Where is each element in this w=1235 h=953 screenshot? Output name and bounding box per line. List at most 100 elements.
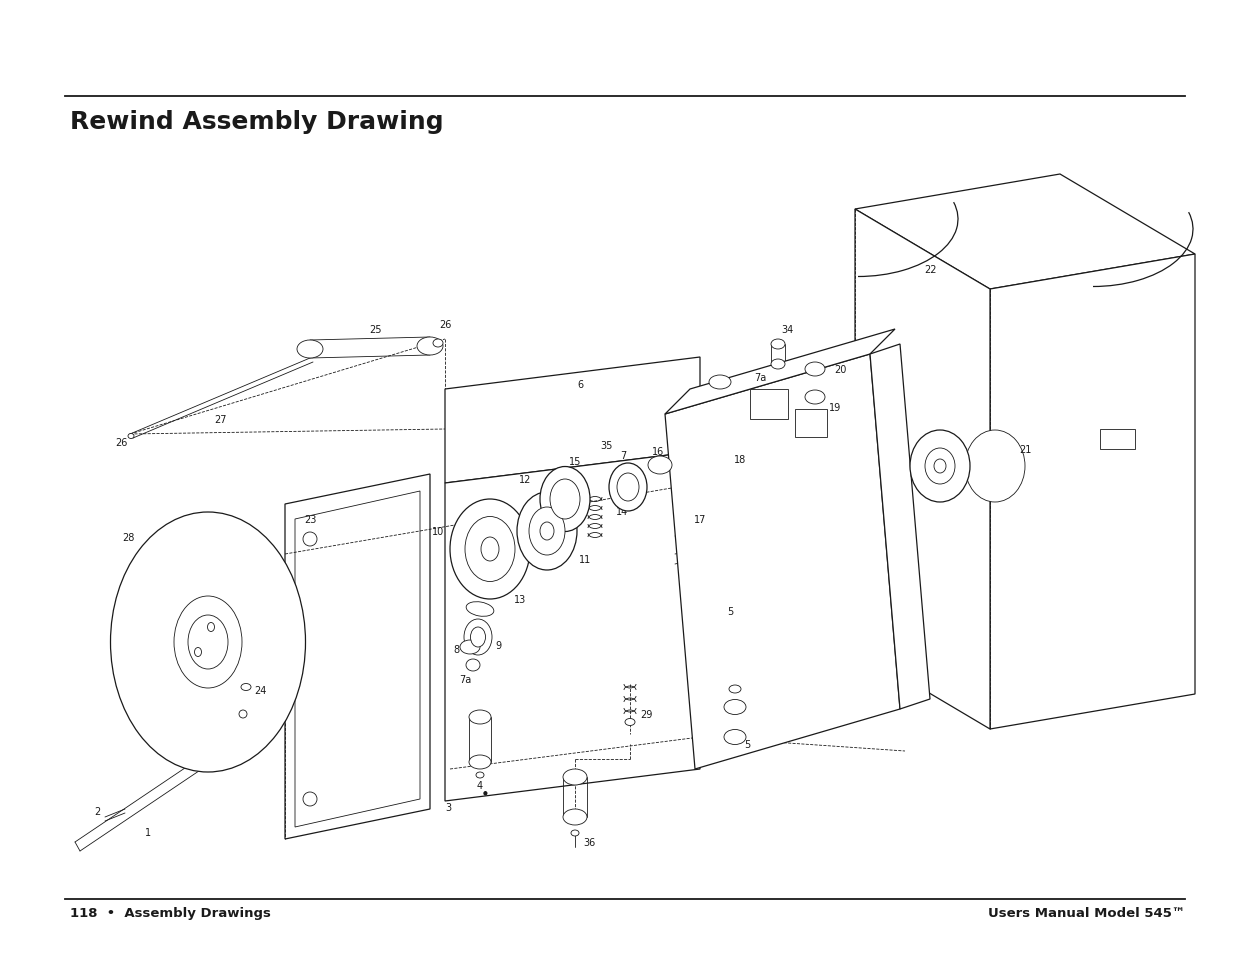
Ellipse shape — [771, 339, 785, 350]
Text: 7: 7 — [620, 451, 626, 460]
Text: ●: ● — [483, 790, 488, 795]
Ellipse shape — [540, 522, 555, 540]
Ellipse shape — [648, 456, 672, 475]
Polygon shape — [664, 330, 895, 415]
Ellipse shape — [805, 391, 825, 405]
Text: 2: 2 — [94, 806, 100, 816]
Text: 9: 9 — [495, 640, 501, 650]
Ellipse shape — [475, 772, 484, 779]
Ellipse shape — [709, 375, 731, 390]
Text: 27: 27 — [214, 415, 226, 424]
Text: 15: 15 — [569, 456, 582, 467]
Polygon shape — [869, 345, 930, 709]
Text: 10: 10 — [432, 526, 445, 537]
Text: 1: 1 — [144, 827, 151, 837]
Ellipse shape — [934, 459, 946, 474]
Text: Users Manual Model 545™: Users Manual Model 545™ — [988, 906, 1186, 919]
Text: 19: 19 — [829, 402, 841, 413]
Ellipse shape — [240, 710, 247, 719]
Text: 13: 13 — [514, 595, 526, 604]
Text: 14: 14 — [616, 506, 629, 517]
Ellipse shape — [529, 507, 564, 556]
Polygon shape — [855, 174, 1195, 290]
Text: 34: 34 — [781, 325, 793, 335]
Ellipse shape — [618, 474, 638, 501]
Bar — [750, 390, 788, 419]
Ellipse shape — [417, 337, 443, 355]
Ellipse shape — [609, 463, 647, 512]
Text: 11: 11 — [579, 555, 592, 564]
Ellipse shape — [450, 499, 530, 599]
Ellipse shape — [241, 684, 251, 691]
Ellipse shape — [480, 537, 499, 561]
Text: 7a: 7a — [459, 675, 471, 684]
Ellipse shape — [925, 449, 955, 484]
Ellipse shape — [625, 719, 635, 726]
Ellipse shape — [174, 597, 242, 688]
Text: 12: 12 — [519, 475, 531, 484]
Polygon shape — [285, 475, 430, 840]
Ellipse shape — [303, 533, 317, 546]
Ellipse shape — [517, 493, 577, 571]
Bar — [795, 410, 827, 437]
Ellipse shape — [910, 431, 969, 502]
Ellipse shape — [469, 755, 492, 769]
Text: 36: 36 — [583, 837, 595, 847]
Text: 5: 5 — [727, 606, 734, 617]
Text: 5: 5 — [743, 740, 750, 749]
Ellipse shape — [459, 640, 480, 655]
Text: 8: 8 — [453, 644, 459, 655]
Text: 4: 4 — [477, 781, 483, 790]
Text: 20: 20 — [834, 365, 846, 375]
Ellipse shape — [471, 627, 485, 647]
Ellipse shape — [729, 685, 741, 693]
Bar — [1100, 430, 1135, 450]
Text: 28: 28 — [122, 533, 135, 542]
Ellipse shape — [433, 339, 443, 348]
Ellipse shape — [550, 479, 580, 519]
Ellipse shape — [965, 431, 1025, 502]
Ellipse shape — [563, 769, 587, 785]
Ellipse shape — [207, 623, 215, 632]
Text: 22: 22 — [924, 265, 936, 274]
Text: 3: 3 — [445, 802, 451, 812]
Ellipse shape — [571, 830, 579, 836]
Ellipse shape — [194, 648, 201, 657]
Ellipse shape — [540, 467, 590, 532]
Ellipse shape — [466, 517, 515, 582]
Polygon shape — [445, 452, 700, 801]
Ellipse shape — [771, 359, 785, 370]
Text: 7a: 7a — [753, 373, 766, 382]
Ellipse shape — [464, 619, 492, 656]
Text: 23: 23 — [304, 515, 316, 524]
Ellipse shape — [724, 730, 746, 744]
Ellipse shape — [466, 602, 494, 617]
Text: 25: 25 — [369, 325, 382, 335]
Ellipse shape — [469, 710, 492, 724]
Ellipse shape — [466, 659, 480, 671]
Text: 118  •  Assembly Drawings: 118 • Assembly Drawings — [70, 906, 270, 919]
Text: 16: 16 — [652, 447, 664, 456]
Text: 21: 21 — [1019, 444, 1031, 455]
Ellipse shape — [296, 340, 324, 358]
Ellipse shape — [110, 513, 305, 772]
Ellipse shape — [805, 363, 825, 376]
Text: 35: 35 — [600, 440, 613, 451]
Ellipse shape — [128, 434, 135, 439]
Text: 17: 17 — [694, 515, 706, 524]
Text: 18: 18 — [734, 455, 746, 464]
Text: 24: 24 — [254, 685, 267, 696]
Ellipse shape — [188, 616, 228, 669]
Polygon shape — [855, 210, 990, 729]
Polygon shape — [664, 355, 900, 769]
Polygon shape — [445, 357, 700, 483]
Text: 29: 29 — [640, 709, 652, 720]
Polygon shape — [990, 254, 1195, 729]
Ellipse shape — [466, 532, 494, 547]
Ellipse shape — [303, 792, 317, 806]
Text: 26: 26 — [116, 437, 128, 448]
Text: 26: 26 — [438, 319, 451, 330]
Ellipse shape — [724, 700, 746, 715]
Text: 6: 6 — [577, 379, 583, 390]
Text: Rewind Assembly Drawing: Rewind Assembly Drawing — [70, 110, 443, 133]
